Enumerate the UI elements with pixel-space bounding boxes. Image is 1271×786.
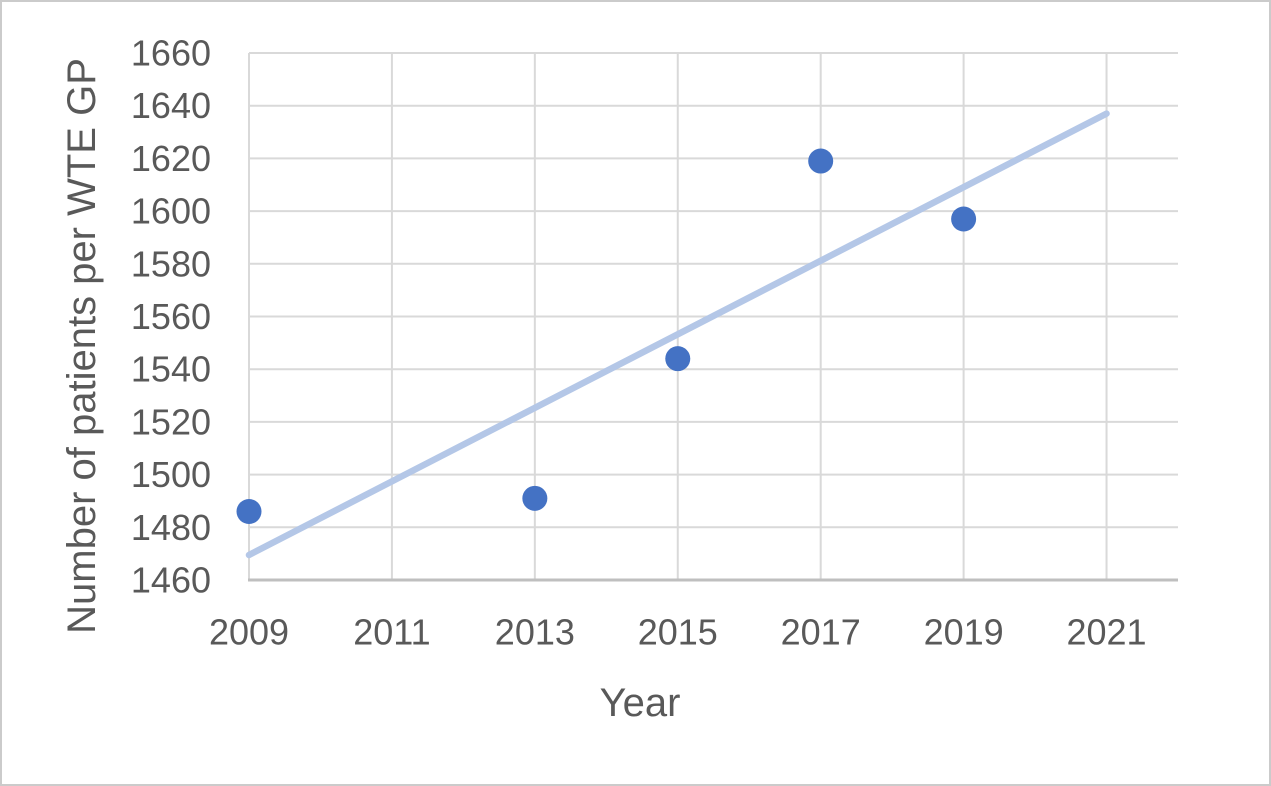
y-tick-label: 1620 xyxy=(131,138,211,179)
y-tick-label: 1560 xyxy=(131,296,211,337)
plot-area: 1460 1480 1500 1520 1540 1560 1580 1600 1620 1640… xyxy=(131,33,1178,653)
x-tick-label: 2019 xyxy=(924,612,1004,653)
y-tick-label: 1540 xyxy=(131,349,211,390)
x-tick-label: 2021 xyxy=(1066,612,1146,653)
y-tick-label: 1500 xyxy=(131,454,211,495)
y-tick-label: 1580 xyxy=(131,243,211,284)
y-tick-label: 1520 xyxy=(131,401,211,442)
x-tick-label: 2015 xyxy=(638,612,718,653)
data-point xyxy=(522,485,548,511)
x-tick-label: 2011 xyxy=(353,612,430,653)
x-tick-label: 2009 xyxy=(209,612,289,653)
data-point xyxy=(951,206,977,232)
y-tick-label: 1600 xyxy=(131,191,211,232)
y-tick-label: 1460 xyxy=(131,560,211,601)
y-tick-label: 1660 xyxy=(131,33,211,74)
data-point xyxy=(665,346,691,372)
x-tick-label: 2017 xyxy=(781,612,861,653)
y-axis-title: Number of patients per WTE GP xyxy=(60,58,104,634)
data-point xyxy=(236,498,262,524)
data-point xyxy=(808,148,834,174)
y-tick-label: 1480 xyxy=(131,507,211,548)
y-tick-label: 1640 xyxy=(131,85,211,126)
x-tick-label: 2013 xyxy=(495,612,575,653)
x-axis-title: Year xyxy=(600,681,681,725)
trendline xyxy=(245,110,1110,559)
